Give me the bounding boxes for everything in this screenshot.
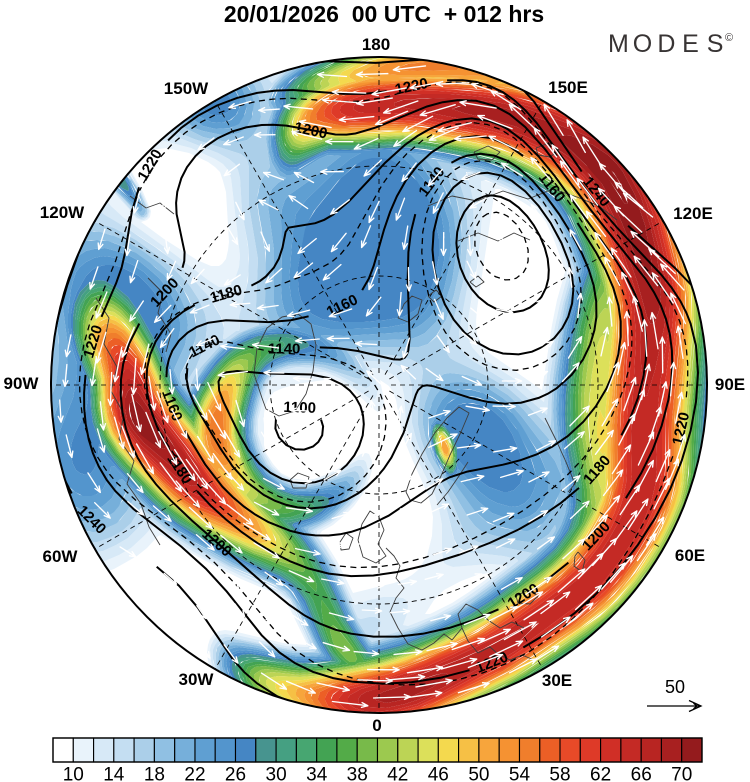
svg-text:42: 42 xyxy=(387,765,408,782)
svg-text:1100: 1100 xyxy=(283,399,316,417)
svg-text:150E: 150E xyxy=(548,78,588,97)
svg-text:90W: 90W xyxy=(4,374,40,393)
svg-text:50: 50 xyxy=(468,765,489,782)
svg-text:18: 18 xyxy=(144,765,165,782)
svg-text:E: E xyxy=(682,30,699,58)
svg-text:58: 58 xyxy=(549,765,570,782)
svg-text:62: 62 xyxy=(590,765,611,782)
svg-text:46: 46 xyxy=(428,765,449,782)
svg-text:180: 180 xyxy=(362,35,390,54)
svg-text:120W: 120W xyxy=(40,203,85,222)
svg-text:22: 22 xyxy=(184,765,205,782)
svg-text:66: 66 xyxy=(631,765,652,782)
svg-text:10: 10 xyxy=(63,765,84,782)
svg-text:30: 30 xyxy=(266,765,287,782)
svg-text:14: 14 xyxy=(103,765,125,782)
svg-text:34: 34 xyxy=(306,765,328,782)
svg-text:20/01/2026 00 UTC + 012 hrs: 20/01/2026 00 UTC + 012 hrs xyxy=(224,1,544,27)
svg-text:60E: 60E xyxy=(675,546,705,565)
svg-text:30E: 30E xyxy=(542,671,572,690)
svg-text:50: 50 xyxy=(665,677,685,697)
svg-text:120E: 120E xyxy=(673,204,713,223)
svg-text:S: S xyxy=(707,30,724,58)
svg-text:38: 38 xyxy=(347,765,368,782)
svg-text:54: 54 xyxy=(509,765,531,782)
svg-text:150W: 150W xyxy=(164,79,209,98)
svg-text:M: M xyxy=(608,30,629,58)
svg-text:D: D xyxy=(657,30,675,58)
svg-text:0: 0 xyxy=(372,716,381,735)
svg-text:O: O xyxy=(633,30,652,58)
svg-text:70: 70 xyxy=(671,765,692,782)
svg-text:30W: 30W xyxy=(179,670,215,689)
svg-text:90E: 90E xyxy=(715,375,745,394)
svg-text:1140: 1140 xyxy=(268,341,301,358)
svg-text:60W: 60W xyxy=(43,547,79,566)
svg-text:26: 26 xyxy=(225,765,246,782)
svg-text:©: © xyxy=(725,32,733,44)
